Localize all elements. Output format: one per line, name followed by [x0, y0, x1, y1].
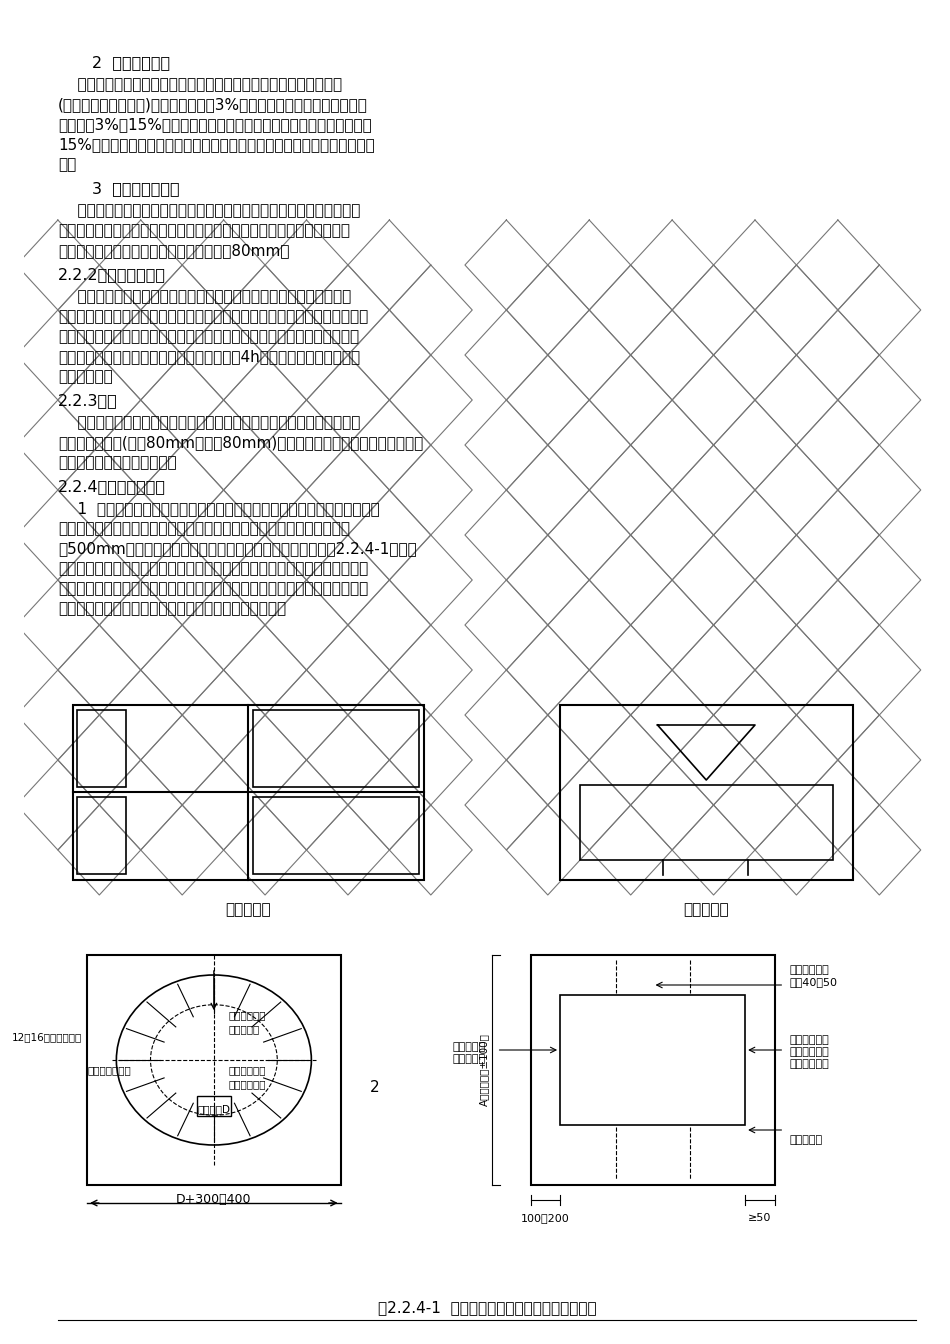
Text: 1  防水卷材施工时应先做好细部节点，在女儿墙、水落口、管根、檐口、: 1 防水卷材施工时应先做好细部节点，在女儿墙、水落口、管根、檐口、 [58, 501, 380, 516]
Text: 根阴角线重合: 根阴角线重合 [229, 1079, 266, 1089]
Text: 阴角折截图: 阴角折截图 [225, 902, 271, 917]
Text: 后呈放射状粘: 后呈放射状粘 [789, 1047, 828, 1056]
Text: 在已经处理的基层上涂刷基层处理剂，用长把滚刷均匀涂刷基层处理: 在已经处理的基层上涂刷基层处理剂，用长把滚刷均匀涂刷基层处理 [58, 289, 352, 304]
Text: 折线与管根: 折线与管根 [453, 1042, 485, 1052]
Text: 圆形折线与管: 圆形折线与管 [229, 1064, 266, 1075]
Text: 剪切等分虚线: 剪切等分虚线 [789, 965, 828, 974]
Bar [580, 785, 833, 860]
Text: 间距40～50: 间距40～50 [789, 977, 837, 986]
Text: 面坡度在3%～15%时；卷材可平行或垂直于屋脊铺贴；当屋面坡度大于: 面坡度在3%～15%时；卷材可平行或垂直于屋脊铺贴；当屋面坡度大于 [58, 117, 371, 132]
Text: 等分叶片弯折: 等分叶片弯折 [789, 1035, 828, 1046]
Text: 贴于侧墙基面: 贴于侧墙基面 [789, 1059, 828, 1068]
Text: 2.2.2涂刷基层处理剂: 2.2.2涂刷基层处理剂 [58, 267, 166, 282]
Text: 2  卷材铺贴方向: 2 卷材铺贴方向 [92, 55, 170, 70]
Text: 在已处理好并干燥的基层表面，按照卷材铺贴方向及所选卷材的宽度，: 在已处理好并干燥的基层表面，按照卷材铺贴方向及所选卷材的宽度， [58, 415, 360, 430]
Text: 行下道施工。: 行下道施工。 [58, 370, 113, 384]
Text: 向搭接。卷材短边搭接和长边搭接宽度均为80mm。: 向搭接。卷材短边搭接和长边搭接宽度均为80mm。 [58, 243, 290, 258]
Bar [77, 710, 126, 788]
Text: 于屋脊搭接缝应顺流水方向搭接；垂直于屋脊的搭接缝应顺年最大频率风: 于屋脊搭接缝应顺流水方向搭接；垂直于屋脊的搭接缝应顺年最大频率风 [58, 223, 350, 238]
Text: 粘贴于侧墙立面: 粘贴于侧墙立面 [87, 1064, 131, 1075]
Text: 可立即粘贴在已涂刷基层处理剂的基层上，并压实铺牢。: 可立即粘贴在已涂刷基层处理剂的基层上，并压实铺牢。 [58, 601, 286, 616]
Text: 留出搭接缝尺寸(长边80mm，短边80mm)，将铺贴卷材的基准线弹好，以便按: 留出搭接缝尺寸(长边80mm，短边80mm)，将铺贴卷材的基准线弹好，以便按 [58, 435, 423, 450]
Text: 15%或屋面受振动时，卷材应垂直于屋脊铺贴；上下层卷材不得相互垂直铺: 15%或屋面受振动时，卷材应垂直于屋脊铺贴；上下层卷材不得相互垂直铺 [58, 137, 374, 152]
Text: (必须从下风方向开始)，屋面坡度小于3%时，卷材宜平行于屋脊铺贴；屋: (必须从下风方向开始)，屋面坡度小于3%时，卷材宜平行于屋脊铺贴；屋 [58, 97, 368, 112]
Text: ≥50: ≥50 [749, 1214, 771, 1223]
Bar [560, 995, 745, 1125]
Text: 剂于基层的表面，在大面积涂刷前，应先将阴阳角、管道根、水落口等复杂部: 剂于基层的表面，在大面积涂刷前，应先将阴阳角、管道根、水落口等复杂部 [58, 309, 369, 324]
Text: 3  卷材搭接缝方向: 3 卷材搭接缝方向 [92, 181, 180, 196]
Text: 贴。: 贴。 [58, 157, 76, 172]
Bar [253, 710, 419, 788]
Text: 卷材的底面（有热熔胶的面），用火焰加热器烘烤，待其底面呈熔融状态，即: 卷材的底面（有热熔胶的面），用火焰加热器烘烤，待其底面呈熔融状态，即 [58, 581, 369, 595]
Text: A（管道外径±100）: A（管道外径±100） [479, 1034, 489, 1106]
Bar [253, 797, 419, 874]
Text: 2: 2 [370, 1081, 379, 1095]
Bar [531, 956, 774, 1185]
Text: 度500mm。特殊部位附加卷材则需现场按要求进行裁剪。见图2.2.4-1。先按: 度500mm。特殊部位附加卷材则需现场按要求进行裁剪。见图2.2.4-1。先按 [58, 542, 417, 556]
Text: 底或漏刷。基层处理剂涂刷完毕后，必须经过4h以上达到干燥程度方可进: 底或漏刷。基层处理剂涂刷完毕后，必须经过4h以上达到干燥程度方可进 [58, 349, 360, 364]
Text: 阴角组体图: 阴角组体图 [683, 902, 729, 917]
Text: 此基准线进行卷材铺贴施工。: 此基准线进行卷材铺贴施工。 [58, 456, 177, 470]
Bar [560, 706, 852, 880]
Text: 位均匀涂刷一遍，然后在涂刷大面积基层。基层处理剂要涂刷均匀，不得露: 位均匀涂刷一遍，然后在涂刷大面积基层。基层处理剂要涂刷均匀，不得露 [58, 329, 359, 344]
Text: D+300～400: D+300～400 [176, 1193, 252, 1206]
Text: 铺贴卷材应采用搭接法，上下层及相邻两幅卷材的搭接缝应错开。平行: 铺贴卷材应采用搭接法，上下层及相邻两幅卷材的搭接缝应错开。平行 [58, 203, 360, 218]
Text: 管口范围D: 管口范围D [198, 1103, 230, 1114]
Text: 2.2.3弹线: 2.2.3弹线 [58, 392, 118, 409]
Text: 阴阳角等部位应先做附加层。采用与大面卷材同材质的专用附加层卷材宽: 阴阳角等部位应先做附加层。采用与大面卷材同材质的专用附加层卷材宽 [58, 521, 350, 536]
Text: 铺贴方向应考虑屋面坡度及屋面是否受振动和历年主导风向等情况: 铺贴方向应考虑屋面坡度及屋面是否受振动和历年主导风向等情况 [58, 77, 342, 91]
Text: 12或16等分裁剪虚线: 12或16等分裁剪虚线 [12, 1032, 83, 1042]
Bar [87, 956, 341, 1185]
Text: 2.2.4铺贴卷材附加层: 2.2.4铺贴卷材附加层 [58, 478, 166, 495]
Text: 尖形叶片粘贴: 尖形叶片粘贴 [229, 1009, 266, 1020]
Text: 粘贴于管壁: 粘贴于管壁 [789, 1134, 823, 1145]
Text: 细部形状将卷材剪好，不要加热，在细部贴一下，视尺寸、形状合适后，再将: 细部形状将卷材剪好，不要加热，在细部贴一下，视尺寸、形状合适后，再将 [58, 560, 369, 577]
Bar [198, 1095, 232, 1116]
Text: 图2.2.4-1  阴阳角及管道根部卷材附加层裁剪图: 图2.2.4-1 阴阳角及管道根部卷材附加层裁剪图 [377, 1300, 597, 1314]
Bar [77, 797, 126, 874]
Bar [72, 706, 424, 880]
Text: 于管道外壁: 于管道外壁 [229, 1024, 259, 1034]
Text: 阴角线重合: 阴角线重合 [453, 1054, 485, 1064]
Text: 100～200: 100～200 [521, 1214, 570, 1223]
